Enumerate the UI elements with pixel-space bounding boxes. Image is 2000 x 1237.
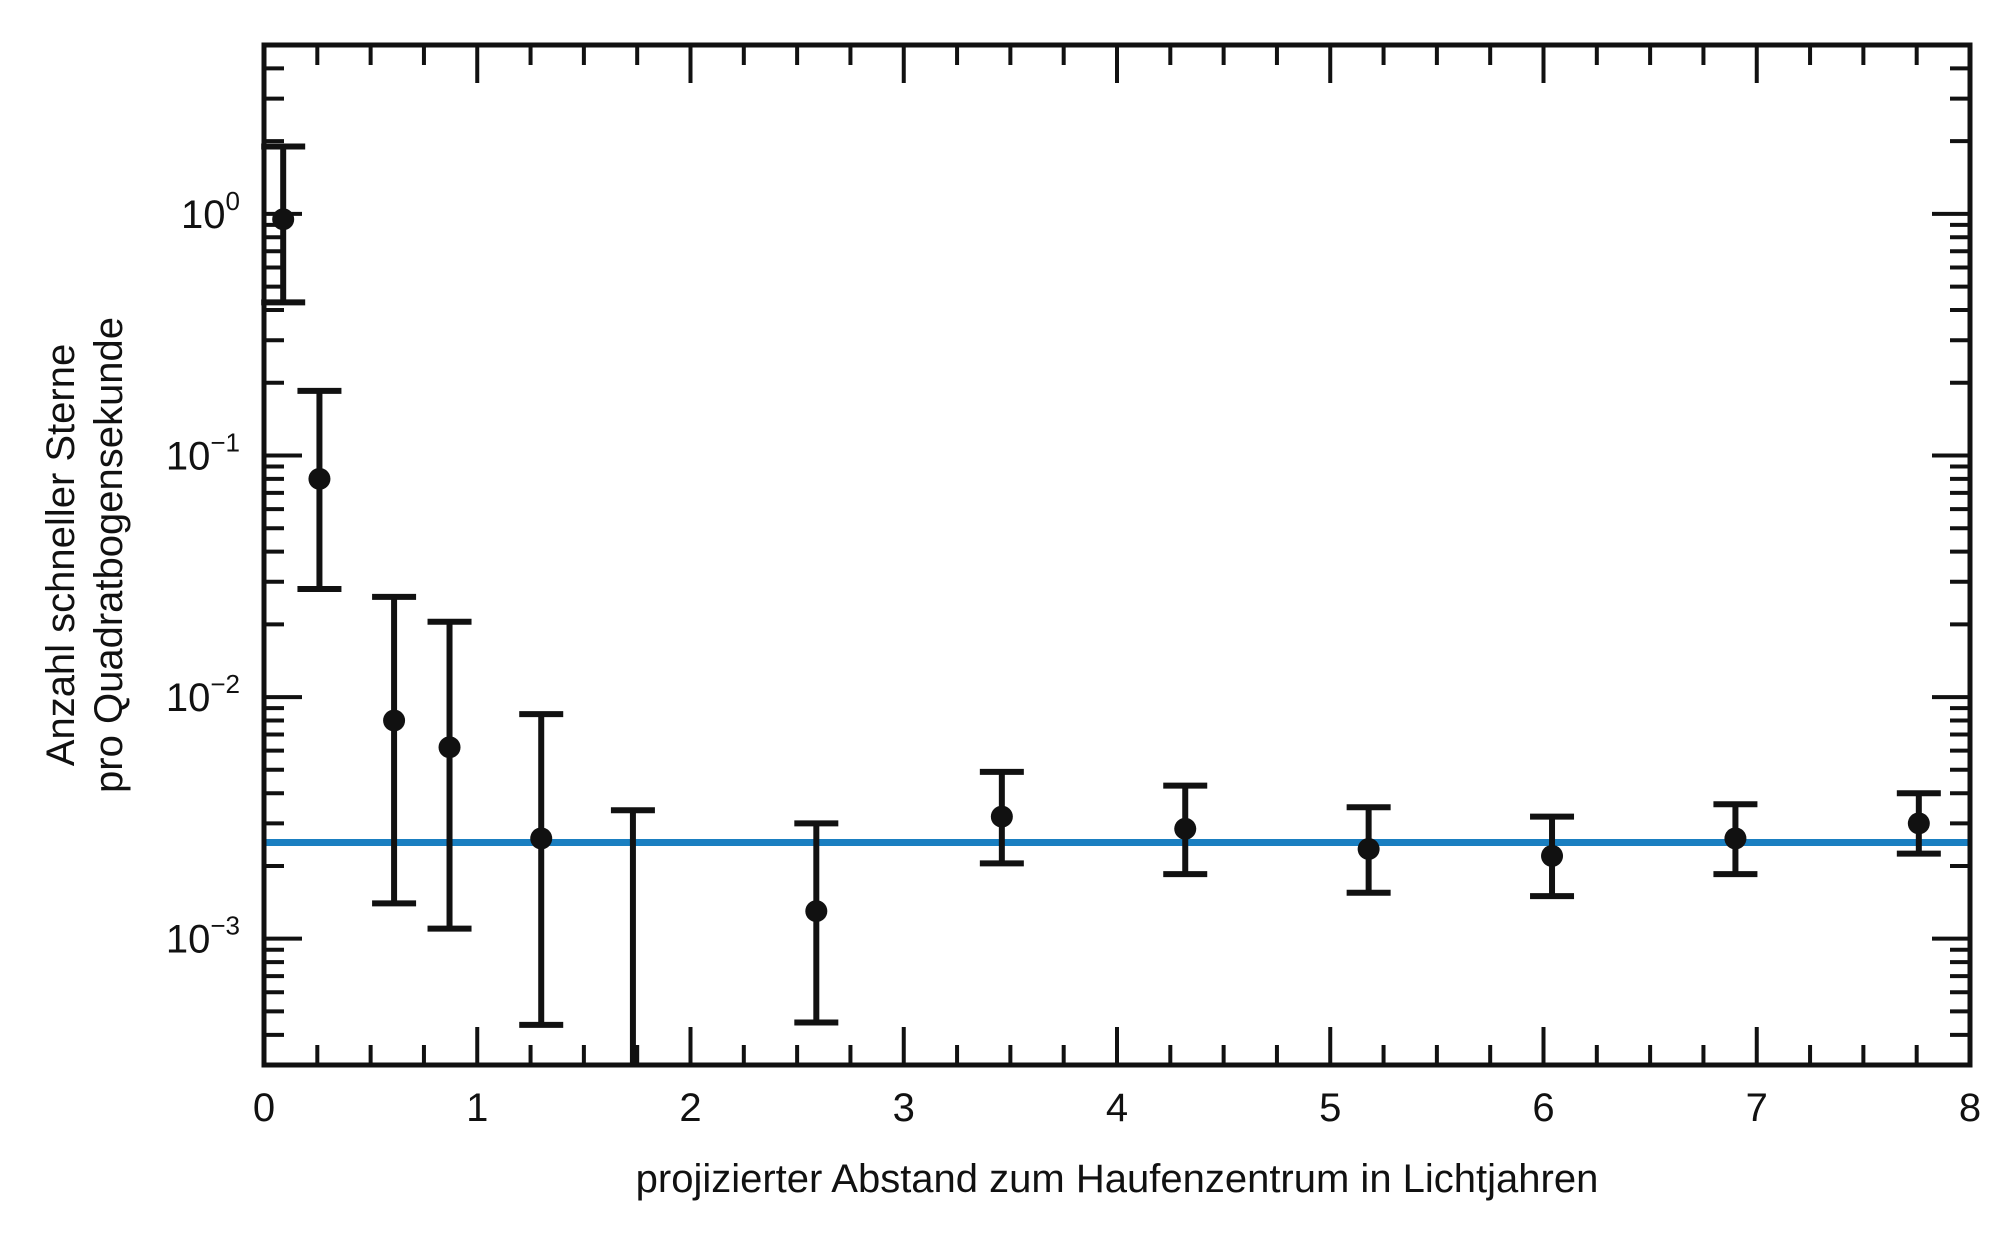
x-tick-labels: 0 1 2 3 4 5 6 7 8 bbox=[253, 1086, 1981, 1130]
y-axis-title-line-2: pro Quadratbogensekunde bbox=[87, 317, 131, 793]
x-tick-label: 8 bbox=[1959, 1086, 1981, 1130]
data-point bbox=[1907, 812, 1930, 835]
minor-ticks bbox=[264, 45, 1970, 1067]
data-point bbox=[272, 208, 295, 231]
x-tick-label: 2 bbox=[679, 1086, 701, 1130]
y-tick-label: 100 bbox=[181, 186, 240, 237]
x-tick-label: 0 bbox=[253, 1086, 275, 1130]
major-ticks bbox=[264, 45, 1970, 1065]
x-tick-label: 6 bbox=[1532, 1086, 1554, 1130]
data-points bbox=[272, 208, 1930, 923]
y-axis-title-line-1: Anzahl schneller Sterne bbox=[39, 344, 83, 766]
data-point bbox=[1357, 838, 1380, 861]
data-point bbox=[308, 467, 331, 490]
y-tick-label: 10−1 bbox=[166, 427, 240, 478]
x-tick-label: 3 bbox=[893, 1086, 915, 1130]
error-bars bbox=[261, 143, 1941, 1065]
plot-frame bbox=[261, 42, 1973, 1068]
x-axis-title: projizierter Abstand zum Haufenzentrum i… bbox=[636, 1157, 1599, 1201]
data-point bbox=[805, 900, 828, 923]
data-point bbox=[990, 805, 1013, 828]
data-point bbox=[438, 736, 461, 759]
data-point bbox=[530, 827, 553, 850]
x-tick-label: 4 bbox=[1106, 1086, 1128, 1130]
x-tick-label: 7 bbox=[1746, 1086, 1768, 1130]
data-point bbox=[1541, 844, 1564, 867]
data-point bbox=[1174, 817, 1197, 840]
x-tick-label: 5 bbox=[1319, 1086, 1341, 1130]
data-point bbox=[1724, 827, 1747, 850]
y-tick-label: 10−3 bbox=[166, 911, 240, 962]
y-tick-label: 10−2 bbox=[166, 669, 240, 720]
x-tick-label: 1 bbox=[466, 1086, 488, 1130]
data-point bbox=[383, 709, 406, 732]
y-tick-labels: 100 10−1 10−2 10−3 bbox=[166, 186, 240, 962]
y-axis-title: Anzahl schneller Sterne pro Quadratbogen… bbox=[39, 317, 131, 793]
